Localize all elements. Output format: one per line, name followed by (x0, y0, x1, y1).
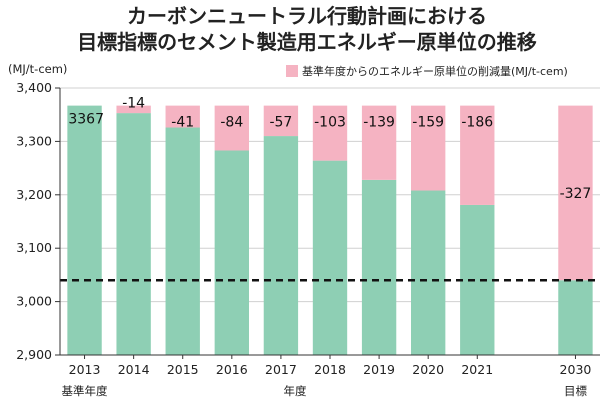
y-tick-label: 2,900 (16, 347, 52, 362)
chart-title-line-2: 目標指標のセメント製造用エネルギー原単位の推移 (77, 30, 537, 54)
x-tick-label: 2015 (167, 362, 199, 377)
y-tick-label: 3,000 (16, 294, 52, 309)
bar-base (312, 160, 348, 355)
x-tick-label: 2021 (461, 362, 493, 377)
bar-base (263, 136, 299, 355)
labels-layer: 3367 -14 -41 -84 -57 -103 -139 -159 -186 -327 (68, 96, 591, 202)
bars-layer (67, 105, 593, 356)
bar-reduction (361, 105, 397, 180)
x-tick-label: 2014 (118, 362, 150, 377)
data-label: -57 (269, 115, 292, 131)
chart-title-line-1: カーボンニュートラル行動計画における (127, 4, 487, 28)
bar-reduction (460, 105, 495, 205)
bar-base (460, 204, 495, 355)
bar-reduction (411, 105, 446, 191)
data-label: -186 (461, 115, 493, 131)
bar-reduction (312, 105, 348, 161)
x-sub-label: 目標 (564, 384, 587, 398)
x-tick-label: 2017 (265, 362, 297, 377)
x-tick-label: 2013 (69, 362, 101, 377)
bar-base (411, 190, 446, 355)
x-tick-label: 2030 (560, 362, 592, 377)
axis-layer: 2,900 3,000 3,100 3,200 3,300 3,400 2013 基準年度 20… (16, 80, 600, 398)
x-tick-label: 2019 (363, 362, 395, 377)
x-tick-label: 2016 (216, 362, 248, 377)
data-label: -327 (560, 186, 592, 202)
data-label: 3367 (68, 112, 104, 128)
bar-reduction (214, 105, 249, 151)
data-label: -139 (363, 115, 395, 131)
data-label: -14 (122, 96, 145, 112)
y-tick-label: 3,100 (16, 240, 52, 255)
bar-base (558, 280, 593, 355)
y-tick-label: 3,200 (16, 187, 52, 202)
data-label: -84 (220, 115, 243, 131)
y-tick-label: 3,400 (16, 80, 52, 95)
legend-label-reduction: 基準年度からのエネルギー原単位の削減量(MJ/t-cem) (302, 64, 568, 78)
y-tick-label: 3,300 (16, 133, 52, 148)
bar-reduction (165, 105, 200, 128)
x-sub-label: 基準年度 (62, 384, 108, 398)
bar-base (67, 105, 102, 355)
legend: 基準年度からのエネルギー原単位の削減量(MJ/t-cem) (286, 64, 568, 78)
bar-reduction (263, 105, 299, 137)
legend-swatch-reduction (286, 65, 298, 77)
y-axis-unit: (MJ/t-cem) (8, 62, 67, 76)
data-label: -41 (171, 115, 194, 131)
x-tick-label: 2018 (314, 362, 346, 377)
bar-reduction (116, 105, 151, 114)
data-label: -159 (412, 115, 444, 131)
data-label: -103 (314, 115, 346, 131)
bar-base (116, 113, 151, 356)
bar-base (165, 127, 200, 356)
bar-base (214, 150, 249, 355)
x-tick-label: 2020 (412, 362, 444, 377)
bar-reduction (558, 105, 593, 281)
x-axis-label: 年度 (284, 384, 307, 398)
bar-base (361, 179, 397, 355)
